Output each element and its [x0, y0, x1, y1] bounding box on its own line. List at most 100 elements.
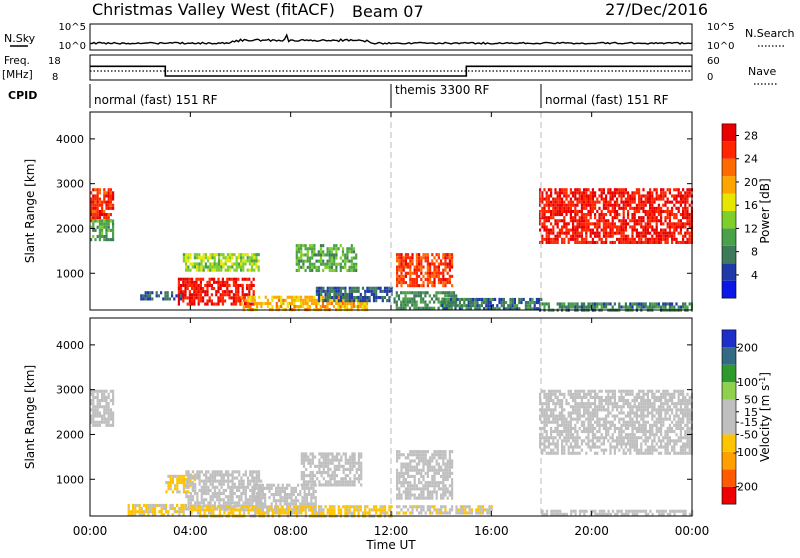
echo-cell	[332, 459, 334, 462]
echo-cell	[346, 247, 348, 250]
echo-cell	[576, 238, 578, 241]
echo-cell	[147, 297, 149, 300]
echo-cell	[587, 402, 589, 405]
echo-cell	[128, 507, 130, 510]
echo-cell	[231, 262, 233, 265]
echo-cell	[667, 207, 669, 210]
echo-cell	[279, 487, 281, 490]
echo-cell	[451, 284, 453, 287]
echo-cell	[205, 253, 207, 256]
echo-cell	[572, 210, 574, 213]
echo-cell	[557, 418, 559, 421]
echo-cell	[416, 301, 418, 304]
echo-cell	[660, 207, 662, 210]
echo-cell	[598, 222, 600, 225]
echo-cell	[455, 505, 457, 508]
echo-cell	[185, 470, 187, 473]
echo-cell	[561, 201, 563, 204]
echo-cell	[487, 304, 489, 307]
echo-cell	[309, 263, 311, 266]
echo-cell	[285, 299, 287, 302]
echo-cell	[199, 470, 201, 473]
echo-cell	[422, 478, 424, 481]
echo-cell	[237, 299, 239, 302]
echo-cell	[570, 198, 572, 201]
echo-cell	[669, 222, 671, 225]
echo-cell	[559, 405, 561, 408]
echo-cell	[243, 501, 245, 504]
echo-cell	[203, 480, 205, 483]
echo-cell	[431, 275, 433, 278]
echo-cell	[346, 253, 348, 256]
echo-cell	[103, 216, 105, 219]
echo-cell	[253, 253, 255, 256]
echo-cell	[425, 259, 427, 262]
echo-cell	[149, 294, 151, 297]
echo-cell	[557, 213, 559, 216]
echo-cell	[110, 415, 112, 418]
echo-cell	[631, 393, 633, 396]
echo-cell	[255, 256, 257, 259]
echo-cell	[488, 505, 490, 508]
echo-cell	[238, 504, 240, 507]
echo-cell	[215, 281, 217, 284]
echo-cell	[92, 216, 94, 219]
echo-cell	[320, 244, 322, 247]
echo-cell	[669, 302, 671, 305]
echo-cell	[572, 449, 574, 452]
echo-cell	[94, 204, 96, 207]
echo-cell	[576, 408, 578, 411]
echo-cell	[336, 480, 338, 483]
echo-cell	[596, 198, 598, 201]
echo-cell	[407, 453, 409, 456]
echo-cell	[594, 222, 596, 225]
echo-cell	[609, 198, 611, 201]
echo-cell	[411, 278, 413, 281]
echo-cell	[422, 450, 424, 453]
echo-cell	[576, 225, 578, 228]
echo-cell	[636, 232, 638, 235]
echo-cell	[321, 456, 323, 459]
echo-cell	[420, 259, 422, 262]
echo-cell	[223, 501, 225, 504]
echo-cell	[579, 446, 581, 449]
echo-cell	[623, 191, 625, 194]
echo-cell	[603, 216, 605, 219]
echo-cell	[247, 269, 249, 272]
echo-cell	[482, 505, 484, 508]
echo-cell	[306, 487, 308, 490]
echo-cell	[561, 238, 563, 241]
echo-cell	[183, 510, 185, 513]
echo-cell	[673, 225, 675, 228]
echo-cell	[366, 299, 368, 302]
echo-cell	[565, 194, 567, 197]
echo-cell	[416, 456, 418, 459]
echo-cell	[471, 508, 473, 511]
echo-cell	[548, 302, 550, 305]
echo-cell	[200, 262, 202, 265]
echo-cell	[180, 290, 182, 293]
echo-cell	[587, 219, 589, 222]
echo-cell	[605, 390, 607, 393]
echo-cell	[185, 492, 187, 495]
echo-cell	[338, 468, 340, 471]
echo-cell	[400, 269, 402, 272]
echo-cell	[435, 297, 437, 300]
echo-cell	[239, 508, 241, 511]
echo-cell	[199, 511, 201, 514]
echo-cell	[229, 256, 231, 259]
echo-cell	[429, 456, 431, 459]
echo-cell	[301, 459, 303, 462]
echo-cell	[222, 256, 224, 259]
echo-cell	[332, 474, 334, 477]
echo-cell	[147, 507, 149, 510]
echo-cell	[541, 415, 543, 418]
echo-cell	[301, 462, 303, 465]
echo-cell	[678, 225, 680, 228]
echo-cell	[662, 306, 664, 309]
echo-cell	[563, 449, 565, 452]
echo-cell	[645, 194, 647, 197]
echo-cell	[561, 408, 563, 411]
echo-cell	[204, 290, 206, 293]
echo-cell	[660, 188, 662, 191]
